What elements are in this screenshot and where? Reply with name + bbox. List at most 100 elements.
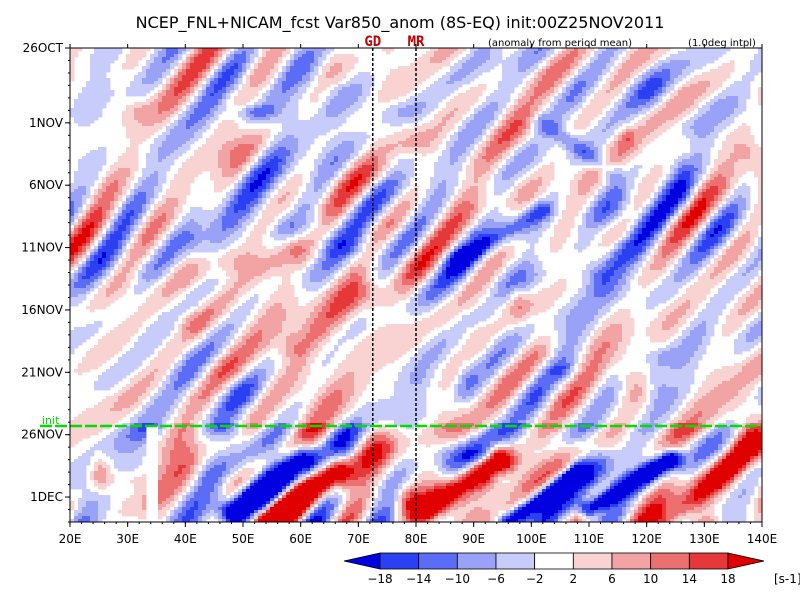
- field-cell: [662, 69, 667, 73]
- field-cell: [134, 120, 139, 124]
- field-cell: [618, 48, 623, 52]
- field-cell: [634, 141, 639, 145]
- field-cell: [298, 93, 303, 97]
- field-cell: [210, 150, 215, 154]
- field-cell: [626, 120, 631, 124]
- field-cell: [706, 51, 711, 55]
- field-cell: [342, 87, 347, 91]
- field-cell: [678, 93, 683, 97]
- field-cell: [750, 144, 755, 148]
- field-cell: [386, 87, 391, 91]
- field-cell: [394, 72, 399, 76]
- field-cell: [306, 63, 311, 67]
- field-cell: [594, 159, 599, 163]
- field-cell: [298, 84, 303, 88]
- field-cell: [586, 54, 591, 58]
- field-cell: [274, 144, 279, 148]
- field-cell: [722, 75, 727, 79]
- field-cell: [702, 96, 707, 100]
- field-cell: [606, 63, 611, 67]
- field-cell: [290, 120, 295, 124]
- field-cell: [294, 72, 299, 76]
- field-cell: [82, 102, 87, 106]
- field-cell: [630, 48, 635, 52]
- field-cell: [430, 90, 435, 94]
- field-cell: [130, 84, 135, 88]
- field-cell: [342, 141, 347, 145]
- field-cell: [298, 144, 303, 148]
- field-cell: [534, 93, 539, 97]
- field-cell: [230, 57, 235, 61]
- field-cell: [518, 54, 523, 58]
- field-cell: [210, 162, 215, 166]
- field-cell: [554, 111, 559, 115]
- field-cell: [170, 96, 175, 100]
- field-cell: [630, 87, 635, 91]
- field-cell: [498, 129, 503, 133]
- field-cell: [194, 102, 199, 106]
- field-cell: [506, 78, 511, 82]
- field-cell: [582, 57, 587, 61]
- field-cell: [630, 135, 635, 139]
- field-cell: [182, 51, 187, 55]
- field-cell: [574, 141, 579, 145]
- field-cell: [730, 132, 735, 136]
- field-cell: [246, 150, 251, 154]
- field-cell: [546, 54, 551, 58]
- field-cell: [102, 66, 107, 70]
- field-cell: [638, 87, 643, 91]
- field-cell: [662, 60, 667, 64]
- field-cell: [358, 87, 363, 91]
- field-cell: [686, 153, 691, 157]
- field-cell: [426, 150, 431, 154]
- field-cell: [390, 75, 395, 79]
- field-cell: [406, 66, 411, 70]
- field-cell: [734, 102, 739, 106]
- field-cell: [622, 66, 627, 70]
- field-cell: [434, 90, 439, 94]
- field-cell: [650, 48, 655, 52]
- field-cell: [494, 93, 499, 97]
- field-cell: [478, 84, 483, 88]
- field-cell: [622, 117, 627, 121]
- field-cell: [710, 81, 715, 85]
- field-cell: [602, 84, 607, 88]
- field-cell: [726, 117, 731, 121]
- field-cell: [250, 108, 255, 112]
- field-cell: [234, 99, 239, 103]
- field-cell: [178, 102, 183, 106]
- field-cell: [514, 75, 519, 79]
- field-cell: [94, 78, 99, 82]
- field-cell: [482, 114, 487, 118]
- field-cell: [278, 144, 283, 148]
- field-cell: [730, 93, 735, 97]
- field-cell: [426, 90, 431, 94]
- field-cell: [182, 99, 187, 103]
- field-cell: [362, 141, 367, 145]
- field-cell: [242, 93, 247, 97]
- field-cell: [102, 60, 107, 64]
- field-cell: [538, 99, 543, 103]
- field-cell: [286, 105, 291, 109]
- field-cell: [518, 114, 523, 118]
- field-cell: [718, 114, 723, 118]
- field-cell: [474, 57, 479, 61]
- field-cell: [214, 141, 219, 145]
- field-cell: [494, 126, 499, 130]
- field-cell: [486, 126, 491, 130]
- field-cell: [658, 75, 663, 79]
- field-cell: [434, 99, 439, 103]
- field-cell: [398, 81, 403, 85]
- field-cell: [342, 75, 347, 79]
- field-cell: [642, 105, 647, 109]
- field-cell: [594, 57, 599, 61]
- field-cell: [306, 54, 311, 58]
- field-cell: [94, 114, 99, 118]
- field-cell: [542, 102, 547, 106]
- field-cell: [546, 75, 551, 79]
- field-cell: [634, 108, 639, 112]
- field-cell: [286, 99, 291, 103]
- field-cell: [478, 54, 483, 58]
- field-cell: [646, 129, 651, 133]
- field-cell: [550, 57, 555, 61]
